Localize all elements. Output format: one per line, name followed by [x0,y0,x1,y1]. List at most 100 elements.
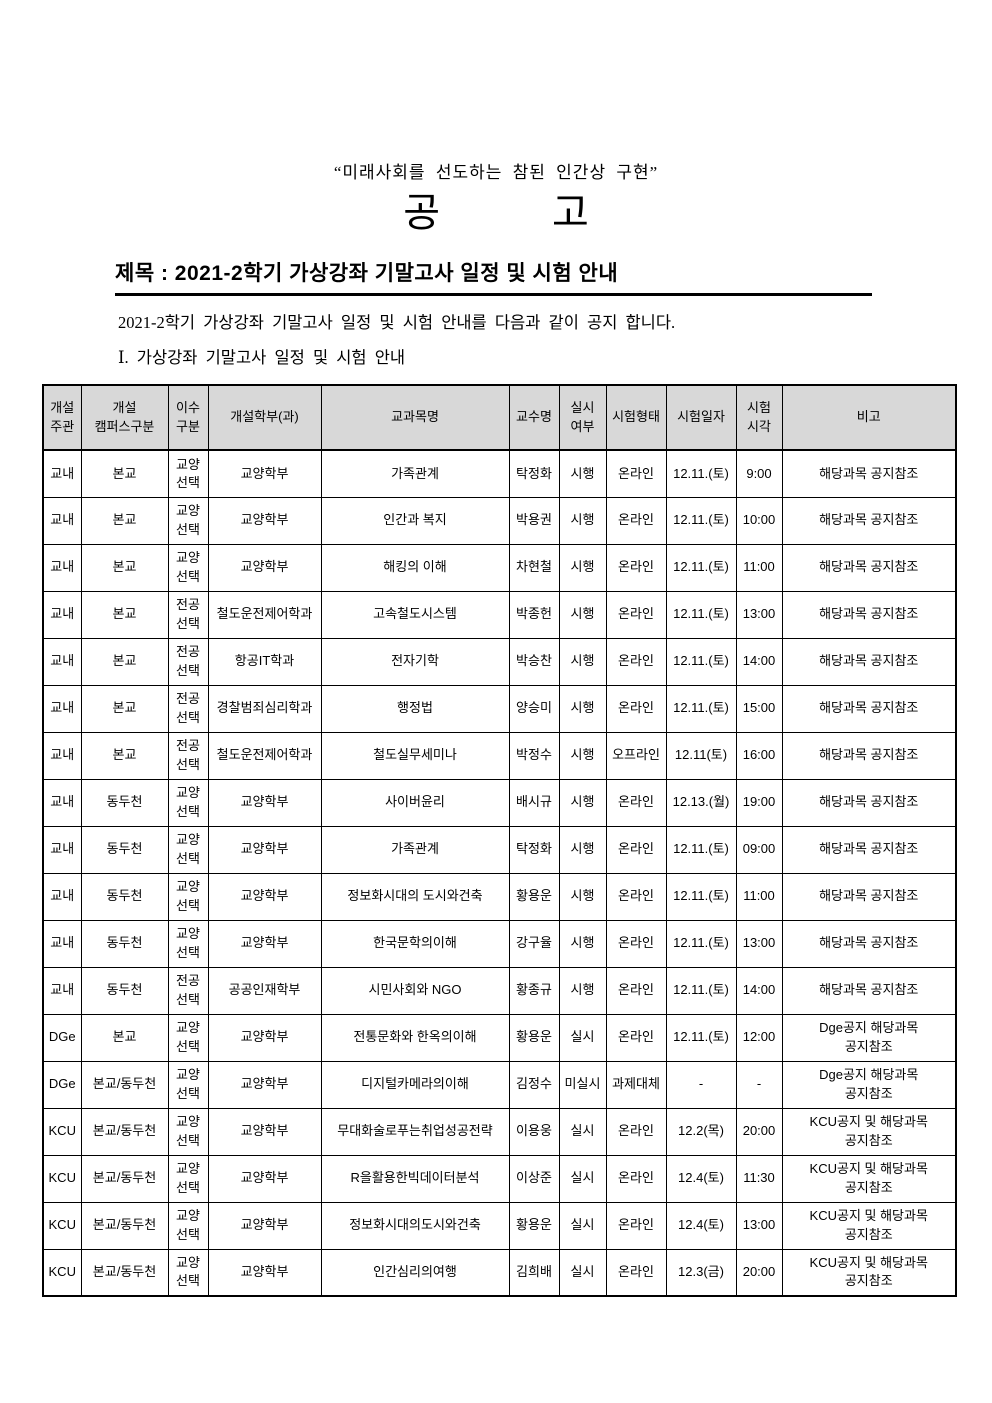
table-cell: 13:00 [735,590,783,639]
table-cell: 실시 [558,1154,607,1203]
table-cell: 해당과목 공지참조 [781,449,957,498]
table-cell: 과제대체 [605,1060,667,1109]
table-cell: 온라인 [605,637,667,686]
column-header: 시험 시각 [735,384,783,451]
table-cell: 온라인 [605,778,667,827]
table-cell: 해당과목 공지참조 [781,496,957,545]
table-cell: 교양 선택 [167,825,209,874]
table-cell: 시행 [558,684,607,733]
table-row: 교내 본교 전공 선택 철도운전제어학과 고속철도시스템 박종헌 시행 온라인 12.11.(토… [42,590,957,639]
table-cell: DGe [42,1060,82,1109]
table-cell: KCU [42,1201,82,1250]
table-cell: 탁정화 [508,449,560,498]
table-cell: 시행 [558,778,607,827]
table-cell: 시행 [558,731,607,780]
table-cell: 12.11.(토) [665,496,737,545]
table-row: KCU 본교/동두천 교양 선택 교양학부 정보화시대의도시와건축 황용운 실시 온라인 12.… [42,1201,957,1250]
table-cell: 인간과 복지 [320,496,510,545]
table-cell: 교양학부 [207,1060,322,1109]
table-row: DGe 본교 교양 선택 교양학부 전통문화와 한옥의이해 황용운 실시 온라인 12.11.(… [42,1013,957,1062]
table-cell: 양승미 [508,684,560,733]
column-header: 교과목명 [320,384,510,451]
table-cell: 교양 선택 [167,919,209,968]
table-cell: 정보화시대의도시와건축 [320,1201,510,1250]
table-cell: 시행 [558,919,607,968]
column-header: 개설 주관 [42,384,82,451]
table-cell: Dge공지 해당과목 공지참조 [781,1060,957,1109]
table-cell: 본교 [80,543,169,592]
table-cell: 교양 선택 [167,1201,209,1250]
table-cell: 온라인 [605,543,667,592]
table-cell: 교양학부 [207,496,322,545]
table-cell: 해당과목 공지참조 [781,543,957,592]
table-cell: 철도실무세미나 [320,731,510,780]
table-body: 교내 본교 교양 선택 교양학부 가족관계 탁정화 시행 온라인 12.11.(토) 9:00 해당… [42,449,957,1297]
table-cell: 시민사회와 NGO [320,966,510,1015]
section-heading: Ⅰ. 가상강좌 기말고사 일정 및 시험 안내 [118,348,406,367]
table-cell: 교양학부 [207,1013,322,1062]
table-cell: 해킹의 이해 [320,543,510,592]
table-cell: 16:00 [735,731,783,780]
table-cell: 20:00 [735,1248,783,1297]
table-cell: - [735,1060,783,1109]
table-cell: 본교/동두천 [80,1060,169,1109]
table-cell: 김희배 [508,1248,560,1297]
table-cell: 본교/동두천 [80,1107,169,1156]
table-cell: 교양학부 [207,1248,322,1297]
table-cell: 전공 선택 [167,731,209,780]
table-cell: 실시 [558,1248,607,1297]
table-cell: - [665,1060,737,1109]
table-cell: 09:00 [735,825,783,874]
table-row: KCU 본교/동두천 교양 선택 교양학부 무대화술로푸는취업성공전략 이용웅 실시 온라인 1… [42,1107,957,1156]
table-cell: KCU [42,1248,82,1297]
table-cell: KCU공지 및 해당과목 공지참조 [781,1201,957,1250]
table-cell: 박승찬 [508,637,560,686]
table-header: 개설 주관 개설 캠퍼스구분 이수 구분 개설학부(과) 교과목명 교수명 실시 여부 시험형… [42,384,957,451]
table-row: 교내 동두천 전공 선택 공공인재학부 시민사회와 NGO 황종규 시행 온라인 12.11.(… [42,966,957,1015]
table-cell: 동두천 [80,825,169,874]
table-cell: 정보화시대의 도시와건축 [320,872,510,921]
table-cell: 한국문학의이해 [320,919,510,968]
table-cell: 교내 [42,684,82,733]
table-cell: 동두천 [80,778,169,827]
table-cell: 12.4(토) [665,1201,737,1250]
table-cell: 교양 선택 [167,1013,209,1062]
table-cell: 교양 선택 [167,449,209,498]
table-cell: 전공 선택 [167,637,209,686]
table-row: 교내 동두천 교양 선택 교양학부 가족관계 탁정화 시행 온라인 12.11.(토) 09:00… [42,825,957,874]
table-cell: 온라인 [605,684,667,733]
table-cell: Dge공지 해당과목 공지참조 [781,1013,957,1062]
table-cell: 온라인 [605,825,667,874]
table-cell: 해당과목 공지참조 [781,637,957,686]
table-cell: KCU [42,1154,82,1203]
table-cell: 사이버윤리 [320,778,510,827]
table-cell: 해당과목 공지참조 [781,872,957,921]
column-header: 개설 캠퍼스구분 [80,384,169,451]
table-cell: 본교 [80,637,169,686]
table-cell: R을활용한빅데이터분석 [320,1154,510,1203]
table-cell: 해당과목 공지참조 [781,825,957,874]
table-cell: 온라인 [605,496,667,545]
table-cell: 20:00 [735,1107,783,1156]
table-cell: 13:00 [735,919,783,968]
table-cell: 시행 [558,449,607,498]
table-cell: 교양학부 [207,1154,322,1203]
intro-text: 2021-2학기 가상강좌 기말고사 일정 및 시험 안내를 다음과 같이 공지… [118,313,676,332]
table-cell: 본교 [80,590,169,639]
table-cell: 항공IT학과 [207,637,322,686]
table-cell: 14:00 [735,637,783,686]
table-cell: 황용운 [508,1201,560,1250]
table-cell: 교양학부 [207,778,322,827]
table-cell: 교내 [42,449,82,498]
table-cell: 디지털카메라의이해 [320,1060,510,1109]
table-row: KCU 본교/동두천 교양 선택 교양학부 R을활용한빅데이터분석 이상준 실시 온라인 12.… [42,1154,957,1203]
table-cell: 15:00 [735,684,783,733]
table-cell: 교내 [42,966,82,1015]
table-cell: 교양 선택 [167,1107,209,1156]
table-cell: 박종헌 [508,590,560,639]
table-cell: 교내 [42,637,82,686]
table-cell: 교양 선택 [167,543,209,592]
table-row: 교내 동두천 교양 선택 교양학부 사이버윤리 배시규 시행 온라인 12.13.(월) 19:0… [42,778,957,827]
table-cell: 무대화술로푸는취업성공전략 [320,1107,510,1156]
table-cell: 12.11.(토) [665,1013,737,1062]
